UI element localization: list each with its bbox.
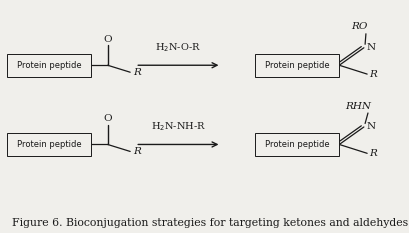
FancyBboxPatch shape <box>254 133 338 156</box>
FancyBboxPatch shape <box>7 133 91 156</box>
Text: Figure 6. Bioconjugation strategies for targeting ketones and aldehydes: Figure 6. Bioconjugation strategies for … <box>12 218 407 228</box>
Text: Protein peptide: Protein peptide <box>17 61 81 70</box>
Text: O: O <box>103 114 112 123</box>
Text: O: O <box>103 34 112 44</box>
Text: H$_2$N-O-R: H$_2$N-O-R <box>155 41 201 54</box>
Text: Protein peptide: Protein peptide <box>264 140 329 149</box>
Text: R: R <box>369 149 377 158</box>
Text: N: N <box>366 43 375 51</box>
Text: RHN: RHN <box>344 102 371 111</box>
Text: RO: RO <box>351 22 367 31</box>
Text: R: R <box>133 68 141 77</box>
FancyBboxPatch shape <box>7 54 91 77</box>
Text: N: N <box>366 122 375 131</box>
Text: R: R <box>133 147 141 156</box>
Text: Protein peptide: Protein peptide <box>264 61 329 70</box>
FancyBboxPatch shape <box>254 54 338 77</box>
Text: Protein peptide: Protein peptide <box>17 140 81 149</box>
Text: R: R <box>369 70 377 79</box>
Text: H$_2$N-NH-R: H$_2$N-NH-R <box>151 120 205 133</box>
